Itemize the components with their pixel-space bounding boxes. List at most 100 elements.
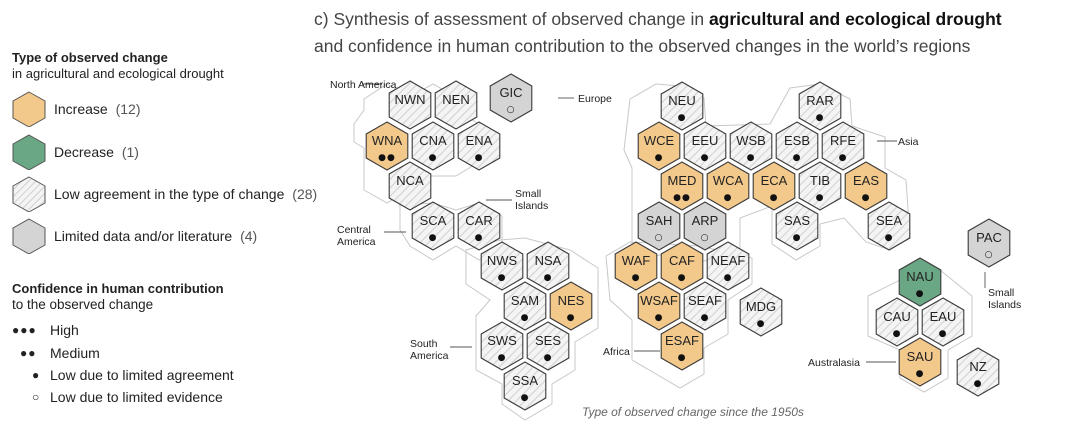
hex-ena: ENA ● [457,121,501,171]
hex-code-label: TIB [810,173,830,188]
hex-wce: WCE ● [637,121,681,171]
hex-shape [875,297,919,347]
hex-sam: SAM ● [503,281,547,331]
label-small-islands: Small Islands [515,188,549,212]
hex-shape [549,281,593,331]
confidence-label: Low due to limited evidence [50,389,223,405]
confidence-dots-icon: ● [757,319,766,329]
hex-wsb: WSB ● [729,121,773,171]
hex-code-label: SWS [487,333,517,348]
confidence-low-agreement: ● Low due to limited agreement [32,365,234,385]
hex-shape [898,337,942,387]
hex-shape [637,201,681,251]
label-africa: Africa [603,346,630,358]
hex-code-label: ESB [784,133,810,148]
hex-nen: NEN [434,80,478,130]
hex-code-label: CAF [669,253,695,268]
hex-shape [798,81,842,131]
confidence-dots-icon: ● [747,153,756,163]
hex-nes: NES ● [549,281,593,331]
confidence-dots-icon: ● [862,193,871,203]
confidence-dots-icon: ● [655,153,664,163]
increase-hex-icon [12,91,46,127]
hex-sah: SAH ○ [637,201,681,251]
confidence-dots-icon: ● [544,353,553,363]
hex-shape [637,121,681,171]
hex-shape [489,73,533,123]
confidence-subheading: to the observed change [12,297,154,312]
hex-shape [480,321,524,371]
hex-shape [798,161,842,211]
hex-pac: PAC ○ [967,218,1011,268]
hex-code-label: NZ [969,359,986,374]
type-legend-heading: Type of observed change [12,50,168,65]
confidence-dots-icon: ● [939,329,948,339]
confidence-legend: Confidence in human contribution to the … [12,281,234,405]
confidence-dots-icon: ● [632,273,641,283]
hex-code-label: SAM [511,293,539,308]
legend-label: Low agreement in the type of change [54,186,285,202]
high-dots-icon: ●●● [12,323,37,337]
hex-shape [775,201,819,251]
confidence-dots-icon: ●● [673,193,691,203]
confidence-dots-icon: ● [793,153,802,163]
hex-code-label: ECA [761,173,788,188]
hex-shape [457,121,501,171]
title-prefix: c) Synthesis of assessment of observed c… [314,9,709,29]
confidence-label: Medium [50,345,100,361]
confidence-dots-icon: ● [655,313,664,323]
hex-eeu: EEU ● [683,121,727,171]
hex-code-label: NES [558,293,585,308]
label-central-america: Central America [337,224,376,248]
hex-arp: ARP ○ [683,201,727,251]
label-north-america: North America [330,79,397,91]
hex-sca: SCA ● [411,201,455,251]
hex-code-label: MED [668,173,697,188]
hex-code-label: PAC [976,230,1002,245]
hex-code-label: WCA [713,173,744,188]
hex-waf: WAF ● [614,241,658,291]
hex-code-label: ESAF [665,333,699,348]
confidence-dots-icon: ● [498,353,507,363]
hex-layer: NWN NEN GIC○WNA●●CNA●ENA●NCASCA●CAR●NWS●NS… [365,73,1011,411]
hex-shape [706,241,750,291]
label-asia: Asia [898,136,919,148]
confidence-dots-icon: ● [885,233,894,243]
hex-code-label: MDG [746,299,776,314]
hex-tib: TIB ● [798,161,842,211]
hex-code-label: SEAF [688,293,722,308]
hex-code-label: RFE [830,133,856,148]
confidence-dots-icon: ● [544,273,553,283]
hex-code-label: NEAF [711,253,746,268]
hex-shape [411,201,455,251]
hex-shape [614,241,658,291]
legend-item-limited-data: Limited data and/or literature (4) [12,218,257,254]
hex-med: MED ●● [660,161,704,211]
hex-neaf: NEAF ● [706,241,750,291]
hex-shape [526,241,570,291]
south-america-outline [465,237,599,421]
hex-nca: NCA [388,161,432,211]
confidence-dots-icon: ● [701,153,710,163]
confidence-dots-icon: ● [974,379,983,389]
confidence-low-evidence: ○ Low due to limited evidence [32,387,223,407]
hex-shape [388,80,432,130]
confidence-label: High [50,322,79,338]
label-europe: Europe [578,93,612,105]
hex-shape [729,121,773,171]
confidence-dots-icon: ● [839,153,848,163]
type-legend: Type of observed change in agricultural … [12,50,317,254]
hex-shape [739,287,783,337]
hex-shape [660,81,704,131]
hex-shape [526,321,570,371]
label-south-america: South America [410,338,449,362]
hex-code-label: NEU [668,93,695,108]
hex-nwn: NWN [388,80,432,130]
hex-eca: ECA ● [752,161,796,211]
legend-item-low-agreement: Low agreement in the type of change (28) [12,176,317,212]
hex-code-label: RAR [806,93,833,108]
hex-shape [503,361,547,411]
hex-gic: GIC ○ [489,73,533,123]
confidence-dots-icon: ● [678,113,687,123]
